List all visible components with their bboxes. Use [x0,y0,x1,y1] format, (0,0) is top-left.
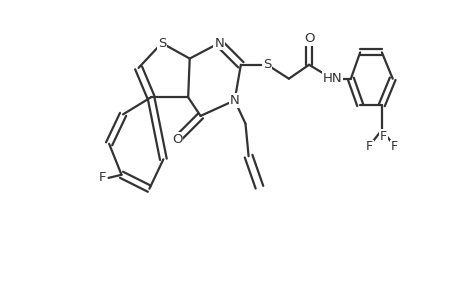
Text: F: F [99,171,106,184]
Text: S: S [263,58,271,71]
Text: O: O [172,133,182,146]
Text: S: S [157,37,166,50]
Text: F: F [99,171,106,184]
Text: HN: HN [322,72,341,85]
Text: N: N [230,94,239,107]
Text: F: F [379,130,386,142]
Text: N: N [214,37,224,50]
Text: F: F [365,140,372,153]
Text: F: F [390,140,397,153]
Text: O: O [303,32,313,45]
